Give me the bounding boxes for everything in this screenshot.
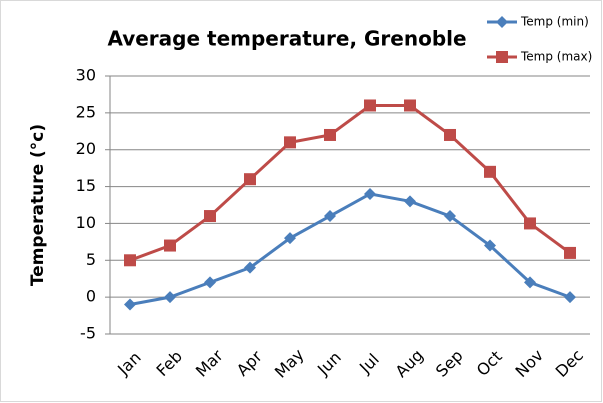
y-tick-label: 5 xyxy=(86,250,96,269)
y-tick-label: 15 xyxy=(76,176,96,195)
marker xyxy=(444,128,456,141)
chart-title: Average temperature, Grenoble xyxy=(107,27,466,51)
marker xyxy=(564,246,576,259)
series-line xyxy=(129,192,571,306)
marker xyxy=(496,16,508,28)
y-axis-label: Temperature (°c) xyxy=(28,124,48,286)
legend-label: Temp (max) xyxy=(520,50,592,64)
marker xyxy=(124,254,136,267)
marker xyxy=(444,210,456,223)
marker xyxy=(204,276,216,289)
legend-label: Temp (min) xyxy=(520,15,589,29)
marker xyxy=(164,291,176,304)
y-tick-label: -5 xyxy=(80,324,96,343)
marker xyxy=(404,99,416,112)
y-tick-label: 10 xyxy=(76,213,96,232)
marker xyxy=(324,210,336,223)
marker xyxy=(484,165,496,178)
marker xyxy=(524,217,536,230)
marker xyxy=(324,128,336,141)
marker xyxy=(524,276,536,289)
marker xyxy=(484,239,496,252)
y-tick-label: 20 xyxy=(76,139,96,158)
y-tick-label: 30 xyxy=(76,66,96,85)
marker xyxy=(496,51,508,63)
marker xyxy=(364,99,376,112)
marker xyxy=(284,136,296,149)
y-tick-label: 25 xyxy=(76,102,96,121)
marker xyxy=(364,187,376,200)
marker xyxy=(244,261,256,274)
marker xyxy=(164,239,176,252)
marker xyxy=(404,195,416,208)
marker xyxy=(124,298,136,311)
marker xyxy=(244,173,256,186)
marker xyxy=(564,291,576,304)
series-line xyxy=(129,103,571,262)
marker xyxy=(204,210,216,223)
y-tick-label: 0 xyxy=(86,287,96,306)
marker xyxy=(284,232,296,245)
